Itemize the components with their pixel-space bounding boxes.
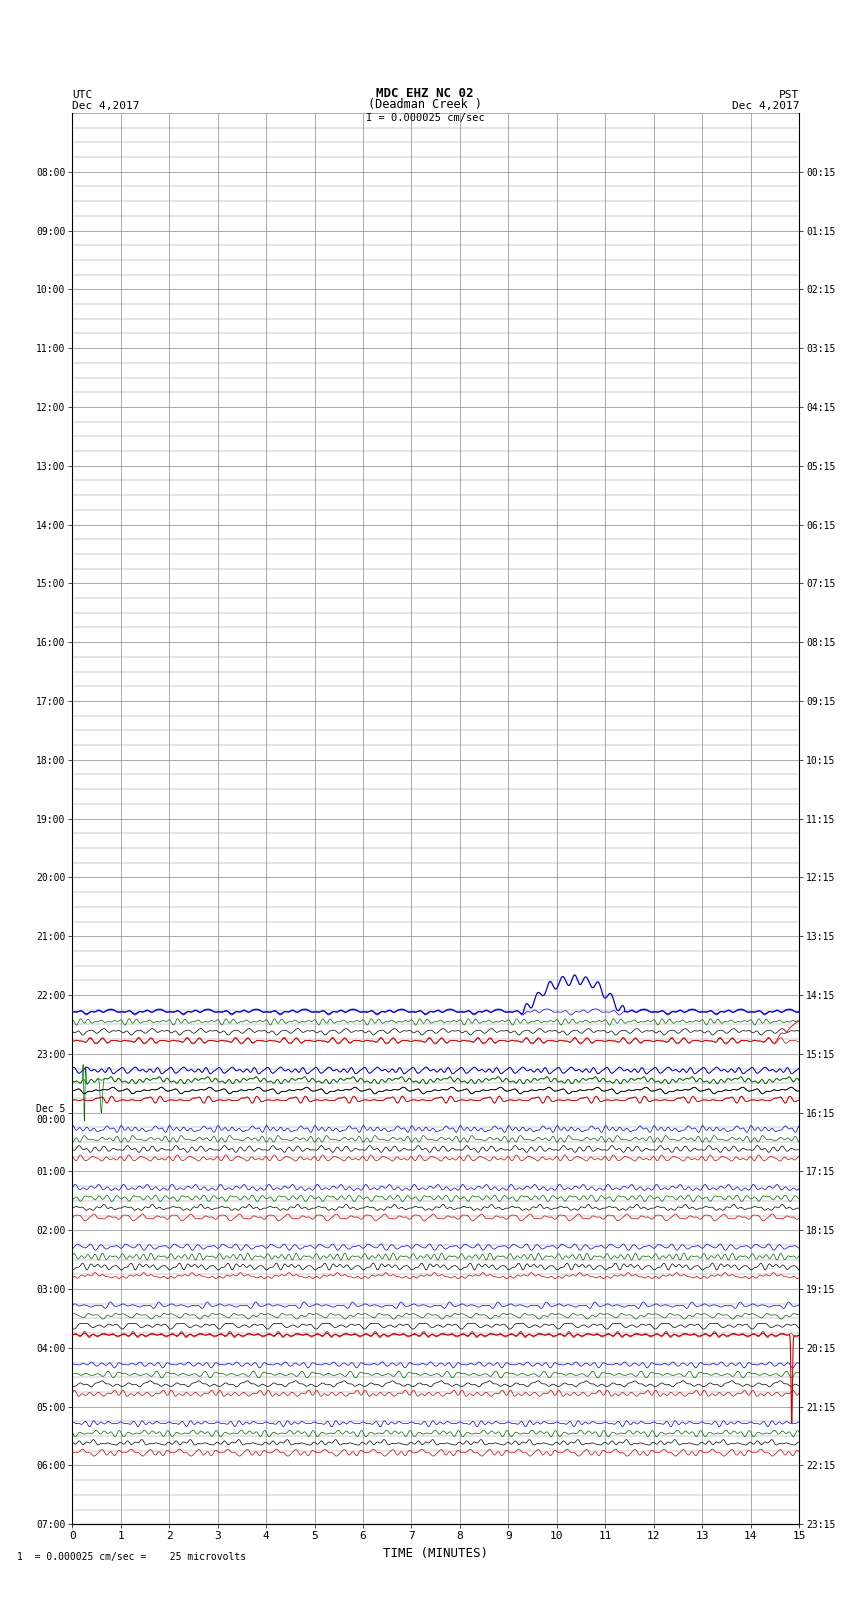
- Text: I = 0.000025 cm/sec: I = 0.000025 cm/sec: [366, 113, 484, 123]
- Text: Dec 4,2017: Dec 4,2017: [732, 102, 799, 111]
- Text: 1  = 0.000025 cm/sec =    25 microvolts: 1 = 0.000025 cm/sec = 25 microvolts: [17, 1552, 246, 1561]
- Text: (Deadman Creek ): (Deadman Creek ): [368, 98, 482, 111]
- Text: UTC: UTC: [72, 90, 93, 100]
- Text: Dec 4,2017: Dec 4,2017: [72, 102, 139, 111]
- Text: MDC EHZ NC 02: MDC EHZ NC 02: [377, 87, 473, 100]
- Text: PST: PST: [779, 90, 799, 100]
- X-axis label: TIME (MINUTES): TIME (MINUTES): [383, 1547, 488, 1560]
